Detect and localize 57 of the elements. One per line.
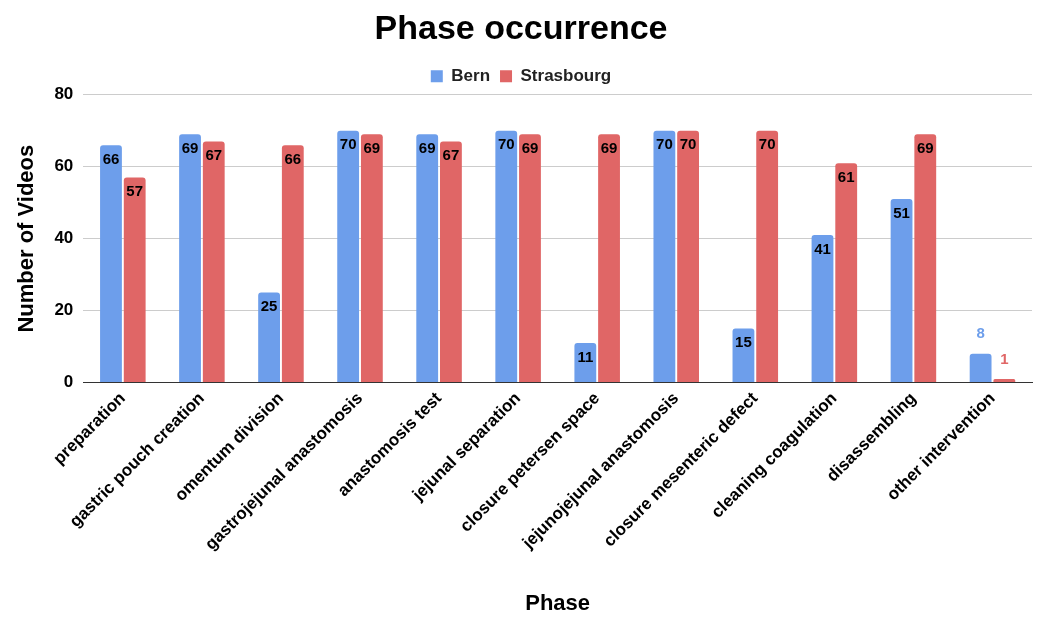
bar [835,163,858,383]
data-label: 66 [284,149,302,167]
y-tick-label: 0 [63,372,74,392]
bar [574,342,597,383]
data-label: 66 [102,149,120,167]
data-label: 15 [735,333,752,351]
bar [281,145,304,383]
bar [677,130,700,383]
data-label: 67 [205,146,223,164]
bar [179,134,201,383]
y-axis-title: Number of Videos [13,144,39,333]
data-label: 70 [339,135,357,153]
data-label: 69 [418,139,436,156]
legend-label: Strasbourg [520,65,612,85]
bar [890,199,913,383]
data-label: 1 [1000,349,1009,367]
bar [202,141,225,383]
data-label: 69 [600,139,618,156]
bar [969,353,992,383]
bar [416,134,439,383]
data-label: 69 [521,139,539,156]
bar [440,141,462,383]
data-label: 69 [916,139,934,156]
bar [495,130,518,383]
bar [653,130,676,383]
bar [360,134,383,383]
bar [258,292,280,383]
data-label: 69 [181,139,199,156]
y-tick-label: 20 [54,300,74,320]
data-label: 70 [758,135,776,153]
chart-title: Phase occurrence [374,7,668,46]
data-label: 51 [893,203,910,221]
bar [993,378,1016,383]
data-label: 70 [497,135,515,153]
data-label: 61 [837,167,855,185]
y-tick-label: 40 [54,228,74,248]
bar [337,130,360,383]
bar [756,130,779,383]
bar [811,235,834,383]
bar [598,134,620,383]
data-label: 8 [976,324,985,342]
data-label: 70 [679,135,697,153]
data-label: 70 [656,135,673,153]
data-label: 11 [577,347,594,365]
data-label: 67 [442,146,460,164]
y-tick-label: 60 [54,156,74,176]
data-label: 69 [363,139,381,156]
data-label: 57 [126,182,144,200]
legend-label: Bern [451,65,491,85]
data-label: 41 [814,239,831,257]
x-axis-title: Phase [525,589,591,615]
data-label: 25 [260,297,278,315]
bar [914,134,937,383]
bar [100,145,122,383]
y-tick-label: 80 [54,84,74,104]
bar [519,134,541,383]
bar [123,177,146,383]
